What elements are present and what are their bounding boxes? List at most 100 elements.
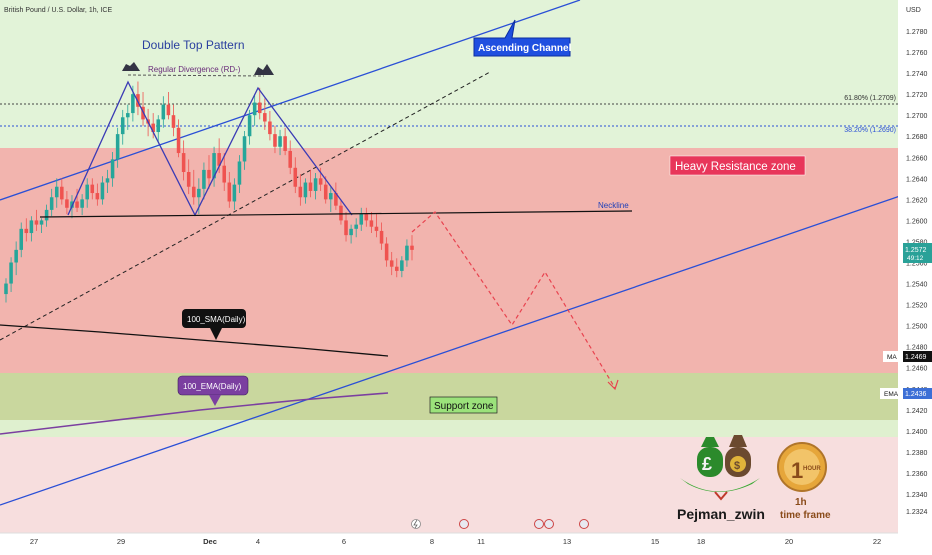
- candle-body[interactable]: [24, 228, 29, 234]
- candle-body[interactable]: [232, 184, 237, 202]
- candle-body[interactable]: [197, 188, 201, 198]
- lower-green-band: [0, 420, 898, 437]
- candle-body[interactable]: [237, 161, 242, 185]
- channel-upper-line[interactable]: [0, 0, 581, 201]
- sma-label: 100_SMA(Daily): [187, 315, 246, 324]
- y-tick-label: 1.2720: [906, 92, 928, 99]
- time-axis[interactable]: [0, 533, 932, 550]
- candle-body[interactable]: [252, 102, 257, 116]
- candle-body[interactable]: [202, 169, 206, 189]
- projection-path[interactable]: [411, 211, 616, 389]
- candle-body[interactable]: [349, 228, 353, 236]
- candle-body[interactable]: [293, 167, 298, 187]
- candle-body[interactable]: [308, 182, 313, 191]
- candle-body[interactable]: [191, 186, 196, 198]
- candle-body[interactable]: [283, 136, 287, 151]
- candle-body[interactable]: [65, 199, 69, 208]
- sma-callout[interactable]: 100_SMA(Daily): [182, 309, 246, 340]
- candle-body[interactable]: [303, 182, 308, 198]
- candle-body[interactable]: [166, 104, 171, 116]
- sma-100-daily-line[interactable]: [0, 324, 389, 357]
- candle-body[interactable]: [405, 245, 409, 261]
- candle-body[interactable]: [105, 178, 110, 183]
- candle-body[interactable]: [126, 113, 130, 118]
- green-bowl-icon: [680, 478, 760, 492]
- channel-lower-line[interactable]: [0, 195, 900, 506]
- candle-body[interactable]: [49, 197, 54, 210]
- pejman-zwin-logo: £ $ Pejman_zwin: [677, 435, 765, 522]
- candle-body[interactable]: [9, 262, 13, 284]
- candle-body[interactable]: [39, 220, 44, 225]
- candle-body[interactable]: [90, 184, 95, 194]
- candle-body[interactable]: [364, 214, 369, 221]
- candle-body[interactable]: [85, 184, 89, 200]
- symbol-title: British Pound / U.S. Dollar, 1h, ICE: [4, 7, 112, 14]
- candle-body[interactable]: [334, 193, 338, 206]
- candle-body[interactable]: [207, 169, 211, 179]
- candle-body[interactable]: [151, 123, 155, 133]
- candle-body[interactable]: [44, 209, 49, 221]
- candle-body[interactable]: [217, 153, 221, 166]
- ascending-channel-callout[interactable]: Ascending Channel: [473, 19, 572, 57]
- candle-body[interactable]: [34, 220, 39, 225]
- candle-body[interactable]: [120, 117, 125, 135]
- candle-body[interactable]: [278, 136, 282, 147]
- candle-body[interactable]: [318, 178, 323, 185]
- ema-callout[interactable]: 100_EMA(Daily): [177, 375, 249, 406]
- candle-body[interactable]: [29, 220, 34, 234]
- ema-100-daily-line[interactable]: [0, 392, 389, 435]
- candle-body[interactable]: [354, 224, 358, 229]
- candle-body[interactable]: [384, 243, 389, 261]
- candle-body[interactable]: [75, 201, 79, 208]
- candle-body[interactable]: [19, 228, 24, 250]
- candle-body[interactable]: [176, 127, 181, 154]
- candle-body[interactable]: [60, 186, 64, 200]
- badge-hour-num: 1: [791, 458, 803, 483]
- candle-body[interactable]: [313, 178, 318, 191]
- candle-body[interactable]: [131, 94, 135, 114]
- candle-body[interactable]: [257, 102, 262, 114]
- candle-body[interactable]: [410, 245, 414, 250]
- candle-body[interactable]: [323, 184, 328, 200]
- candle-body[interactable]: [4, 283, 8, 295]
- candle-body[interactable]: [344, 220, 348, 236]
- candle-body[interactable]: [110, 159, 115, 179]
- candle-body[interactable]: [359, 214, 364, 225]
- candle-body[interactable]: [212, 153, 216, 179]
- neckline[interactable]: [39, 210, 633, 218]
- candle-body[interactable]: [394, 266, 399, 271]
- candle-body[interactable]: [400, 260, 404, 271]
- candle-body[interactable]: [329, 193, 333, 200]
- candle-body[interactable]: [242, 136, 247, 162]
- candle-body[interactable]: [95, 193, 100, 200]
- candle-body[interactable]: [156, 119, 161, 133]
- candle-body[interactable]: [369, 220, 374, 227]
- candle-body[interactable]: [80, 199, 84, 208]
- candle-body[interactable]: [389, 260, 394, 267]
- candle-body[interactable]: [288, 150, 292, 168]
- candle-body[interactable]: [181, 153, 186, 173]
- candle-body[interactable]: [222, 165, 227, 183]
- candle-body[interactable]: [171, 115, 176, 128]
- support-label-box[interactable]: Support zone: [429, 396, 498, 414]
- candle-body[interactable]: [298, 186, 303, 198]
- candle-body[interactable]: [273, 134, 277, 147]
- candle-body[interactable]: [227, 182, 232, 202]
- candle-body[interactable]: [14, 249, 18, 263]
- price-axis[interactable]: [898, 0, 932, 533]
- candle-body[interactable]: [374, 226, 379, 231]
- resistance-label-box[interactable]: Heavy Resistance zone: [669, 155, 806, 176]
- candle-body[interactable]: [161, 104, 166, 120]
- candle-body[interactable]: [54, 186, 59, 198]
- candle-body[interactable]: [379, 230, 384, 244]
- candle-body[interactable]: [339, 205, 343, 221]
- dashed-trendline[interactable]: [0, 71, 491, 341]
- candle-body[interactable]: [268, 121, 272, 135]
- candle-body[interactable]: [263, 113, 267, 122]
- candle-body[interactable]: [100, 182, 105, 200]
- candle-body[interactable]: [247, 115, 252, 137]
- candle-body[interactable]: [115, 134, 120, 160]
- candle-body[interactable]: [186, 172, 191, 187]
- y-tick-label: 1.2760: [906, 50, 928, 57]
